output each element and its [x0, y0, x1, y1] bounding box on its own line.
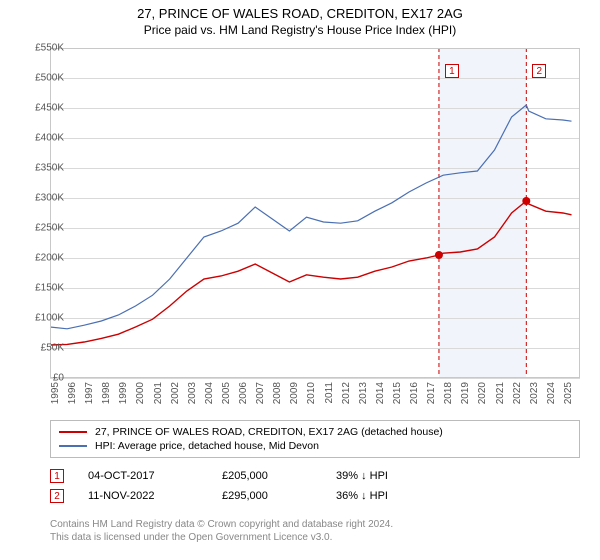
legend-label: 27, PRINCE OF WALES ROAD, CREDITON, EX17…: [95, 426, 443, 438]
legend-swatch: [59, 445, 87, 447]
x-axis-tick: 1996: [67, 382, 78, 404]
x-axis-tick: 2001: [153, 382, 164, 404]
plot-border: [50, 48, 580, 378]
y-axis-tick: £500K: [18, 73, 64, 84]
legend-swatch: [59, 431, 87, 433]
sale-vs-hpi: 39% ↓ HPI: [336, 470, 436, 482]
x-axis-tick: 1999: [118, 382, 129, 404]
legend-item: 27, PRINCE OF WALES ROAD, CREDITON, EX17…: [59, 425, 571, 439]
sale-date: 04-OCT-2017: [88, 470, 198, 482]
y-axis-tick: £250K: [18, 223, 64, 234]
x-axis-tick: 2018: [443, 382, 454, 404]
sale-vs-hpi: 36% ↓ HPI: [336, 490, 436, 502]
legend-label: HPI: Average price, detached house, Mid …: [95, 440, 319, 452]
x-axis-tick: 2012: [341, 382, 352, 404]
y-axis-tick: £400K: [18, 133, 64, 144]
x-axis-tick: 2005: [221, 382, 232, 404]
footer-attribution: Contains HM Land Registry data © Crown c…: [50, 518, 580, 544]
sale-marker-icon: 1: [50, 469, 64, 483]
x-axis-tick: 2004: [204, 382, 215, 404]
table-row: 1 04-OCT-2017 £205,000 39% ↓ HPI: [50, 466, 580, 486]
sale-marker-icon: 2: [50, 489, 64, 503]
x-axis-tick: 2019: [460, 382, 471, 404]
x-axis-tick: 1998: [101, 382, 112, 404]
y-axis-tick: £350K: [18, 163, 64, 174]
marker-flag: 2: [532, 64, 546, 78]
sale-price: £205,000: [222, 470, 312, 482]
x-axis-tick: 2015: [392, 382, 403, 404]
sale-date: 11-NOV-2022: [88, 490, 198, 502]
x-axis-tick: 2023: [529, 382, 540, 404]
y-axis-tick: £100K: [18, 313, 64, 324]
x-axis-tick: 2002: [170, 382, 181, 404]
x-axis-tick: 2003: [187, 382, 198, 404]
x-axis-tick: 1995: [50, 382, 61, 404]
table-row: 2 11-NOV-2022 £295,000 36% ↓ HPI: [50, 486, 580, 506]
chart-plot-area: [50, 48, 580, 378]
y-axis-tick: £50K: [18, 343, 64, 354]
x-axis-tick: 2025: [563, 382, 574, 404]
chart-title: 27, PRINCE OF WALES ROAD, CREDITON, EX17…: [0, 6, 600, 21]
x-axis-tick: 2014: [375, 382, 386, 404]
y-axis-tick: £150K: [18, 283, 64, 294]
x-axis-tick: 2009: [289, 382, 300, 404]
x-axis-tick: 2008: [272, 382, 283, 404]
y-axis-tick: £450K: [18, 103, 64, 114]
x-axis-tick: 2011: [324, 382, 335, 404]
x-axis-tick: 2020: [477, 382, 488, 404]
x-axis-tick: 2016: [409, 382, 420, 404]
x-axis-tick: 2024: [546, 382, 557, 404]
x-axis-tick: 2006: [238, 382, 249, 404]
x-axis-tick: 2013: [358, 382, 369, 404]
footer-line: Contains HM Land Registry data © Crown c…: [50, 518, 580, 531]
x-axis-tick: 2022: [512, 382, 523, 404]
x-axis-tick: 2007: [255, 382, 266, 404]
legend-item: HPI: Average price, detached house, Mid …: [59, 439, 571, 453]
x-axis-tick: 2017: [426, 382, 437, 404]
sale-price: £295,000: [222, 490, 312, 502]
x-axis-tick: 2000: [135, 382, 146, 404]
x-axis-tick: 1997: [84, 382, 95, 404]
x-axis-tick: 2010: [306, 382, 317, 404]
marker-flag: 1: [445, 64, 459, 78]
legend-box: 27, PRINCE OF WALES ROAD, CREDITON, EX17…: [50, 420, 580, 458]
y-gridline: [50, 378, 580, 379]
x-axis-tick: 2021: [495, 382, 506, 404]
y-axis-tick: £200K: [18, 253, 64, 264]
y-axis-tick: £550K: [18, 43, 64, 54]
chart-subtitle: Price paid vs. HM Land Registry's House …: [0, 23, 600, 37]
y-axis-tick: £300K: [18, 193, 64, 204]
sales-table: 1 04-OCT-2017 £205,000 39% ↓ HPI 2 11-NO…: [50, 466, 580, 506]
footer-line: This data is licensed under the Open Gov…: [50, 531, 580, 544]
